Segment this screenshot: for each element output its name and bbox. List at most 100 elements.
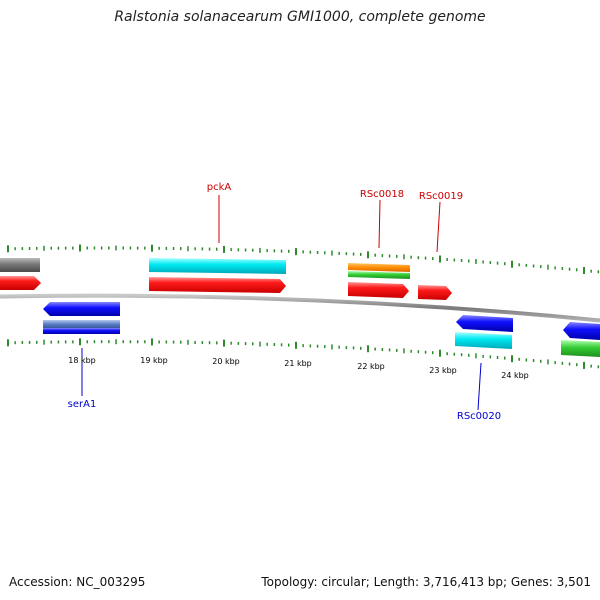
minor-tick — [14, 247, 16, 251]
minor-tick — [194, 341, 196, 344]
minor-tick — [309, 250, 312, 254]
gene-rsc0018 — [348, 282, 409, 298]
minor-tick — [374, 347, 376, 351]
gene-serA1 — [43, 302, 120, 316]
major-tick — [7, 339, 9, 347]
major-tick — [511, 260, 513, 268]
tick-row-lower — [7, 338, 600, 369]
scale-label: 21 kbp — [284, 359, 312, 368]
minor-tick — [554, 361, 556, 365]
minor-tick — [144, 340, 146, 344]
minor-tick — [28, 247, 31, 250]
minor-tick — [86, 246, 88, 250]
minor-tick — [561, 361, 564, 365]
minor-tick — [288, 343, 290, 347]
minor-tick — [72, 246, 74, 250]
minor-tick — [172, 247, 175, 250]
minor-tick — [57, 246, 60, 250]
minor-tick — [93, 340, 96, 344]
major-tick — [223, 339, 225, 347]
tick-row-upper — [7, 244, 600, 274]
minor-tick — [468, 353, 470, 357]
minor-tick — [489, 261, 492, 265]
minor-tick — [129, 340, 132, 344]
minor-tick — [360, 252, 362, 256]
major-tick — [367, 345, 369, 353]
minor-tick — [547, 264, 549, 270]
minor-tick — [417, 256, 420, 260]
minor-tick — [302, 344, 304, 348]
minor-tick — [460, 259, 463, 262]
minor-tick — [72, 340, 74, 344]
minor-tick — [43, 339, 45, 345]
major-tick — [439, 255, 441, 263]
major-tick — [7, 245, 9, 253]
minor-tick — [388, 254, 391, 258]
minor-tick — [108, 340, 110, 344]
minor-tick — [597, 270, 600, 274]
major-tick — [439, 349, 441, 357]
minor-tick — [180, 340, 182, 344]
gene-cyan-pcka-region — [149, 258, 286, 274]
minor-tick — [532, 359, 535, 363]
minor-tick — [475, 259, 477, 264]
minor-tick — [237, 248, 240, 252]
minor-tick — [489, 355, 492, 359]
minor-tick — [122, 246, 124, 250]
minor-tick — [158, 246, 160, 250]
gene-rsc0018-orange — [348, 263, 410, 272]
gene-red-left — [0, 276, 41, 290]
minor-tick — [14, 341, 16, 345]
minor-tick — [324, 345, 326, 349]
genome-backbone — [0, 293, 600, 323]
minor-tick — [36, 246, 38, 250]
page-title: Ralstonia solanacearum GMI1000, complete… — [114, 9, 486, 25]
minor-tick — [453, 352, 456, 356]
minor-tick — [64, 340, 67, 344]
minor-tick — [136, 246, 139, 250]
major-tick — [511, 355, 513, 363]
minor-tick — [576, 363, 578, 367]
genome-summary-text: Topology: circular; Length: 3,716,413 bp… — [261, 575, 591, 589]
minor-tick — [446, 258, 448, 261]
gene-blue-right — [563, 322, 600, 340]
minor-tick — [115, 339, 117, 345]
minor-tick — [576, 268, 578, 272]
gene-rsc0020-blue — [456, 315, 513, 332]
minor-tick — [504, 262, 506, 266]
minor-tick — [482, 354, 484, 358]
gene-rsc0018-green — [348, 271, 410, 279]
minor-tick — [381, 348, 384, 351]
minor-tick — [518, 263, 520, 267]
minor-tick — [244, 342, 247, 346]
minor-tick — [352, 252, 355, 256]
minor-tick — [554, 266, 556, 270]
minor-tick — [216, 247, 218, 251]
minor-tick — [252, 342, 254, 346]
minor-tick — [50, 340, 52, 344]
minor-tick — [309, 344, 312, 348]
minor-tick — [280, 249, 283, 253]
minor-tick — [208, 341, 211, 345]
minor-tick — [590, 269, 592, 273]
minor-tick — [216, 341, 218, 345]
minor-tick — [21, 341, 24, 344]
minor-tick — [144, 246, 146, 250]
minor-tick — [122, 340, 124, 344]
minor-tick — [331, 344, 333, 350]
minor-tick — [194, 247, 196, 251]
minor-tick — [136, 340, 139, 344]
minor-tick — [201, 247, 204, 251]
minor-tick — [504, 356, 506, 360]
minor-tick — [432, 351, 434, 355]
minor-tick — [316, 344, 319, 348]
minor-tick — [496, 261, 499, 265]
gene-label-rsc0018: RSc0018 — [360, 189, 404, 200]
minor-tick — [115, 245, 117, 251]
minor-tick — [237, 341, 240, 345]
minor-tick — [64, 246, 67, 250]
minor-tick — [338, 251, 340, 255]
minor-tick — [259, 341, 261, 347]
minor-tick — [273, 343, 276, 346]
